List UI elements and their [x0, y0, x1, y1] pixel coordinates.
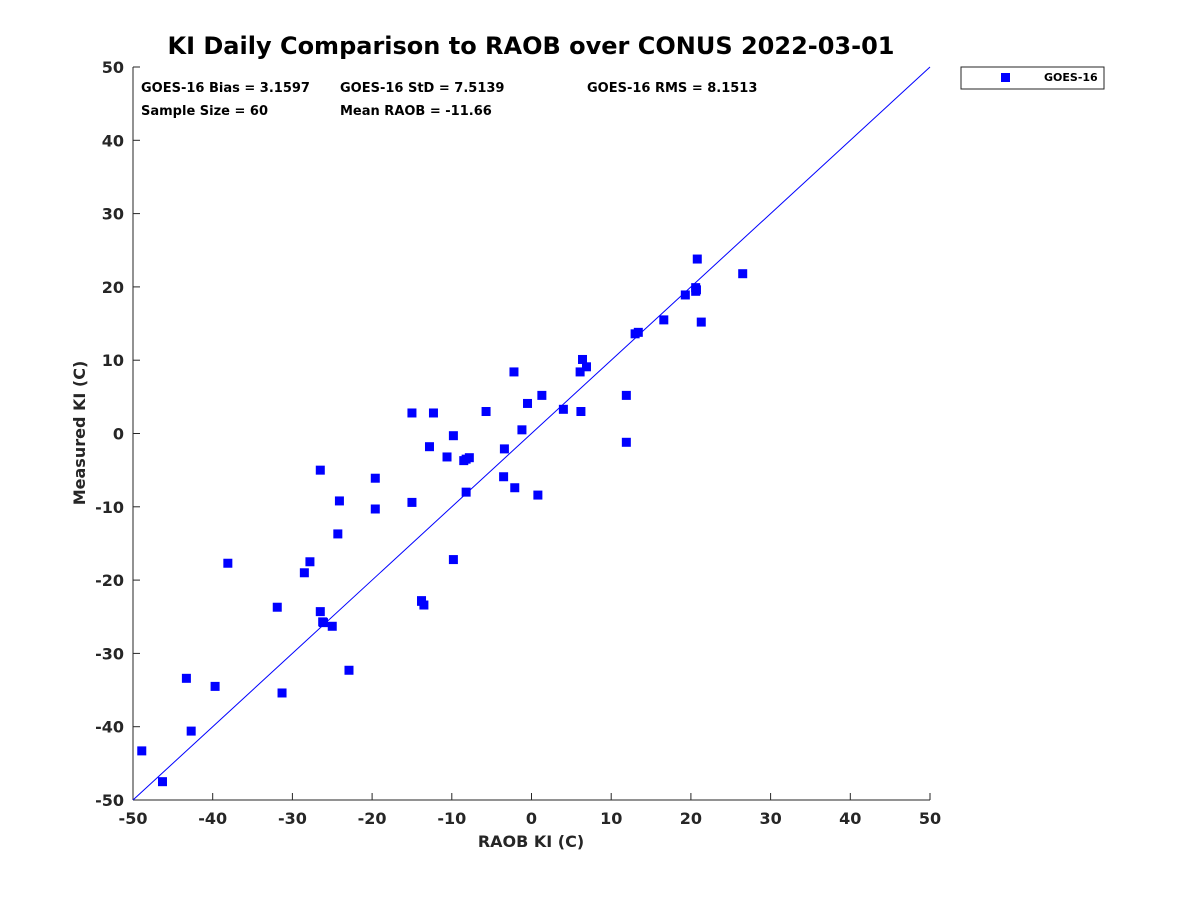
- x-tick-label: 50: [919, 809, 941, 828]
- data-point: [738, 269, 748, 279]
- legend-box: [960, 66, 1105, 90]
- data-point: [327, 621, 337, 631]
- y-tick-label: -40: [95, 718, 124, 737]
- data-point: [299, 568, 309, 578]
- stat-bias: GOES-16 Bias = 3.1597: [141, 81, 310, 96]
- data-point: [407, 497, 417, 507]
- stat-std: GOES-16 StD = 7.5139: [340, 81, 504, 96]
- y-tick-label: -10: [95, 498, 124, 517]
- x-axis-title: RAOB KI (C): [478, 832, 584, 851]
- y-ticks: 50 40 30 20 10 0 -10 -20 -30 -40 -50: [95, 58, 140, 810]
- data-point: [370, 504, 380, 514]
- x-tick-label: -10: [437, 809, 466, 828]
- data-point: [370, 473, 380, 483]
- chart-title: KI Daily Comparison to RAOB over CONUS 2…: [168, 32, 895, 60]
- data-point: [680, 290, 690, 300]
- legend: GOES-16: [960, 66, 1105, 90]
- data-point: [417, 596, 427, 606]
- y-tick-label: 20: [102, 278, 124, 297]
- data-point: [499, 444, 509, 454]
- data-point: [461, 454, 471, 464]
- data-point: [344, 665, 354, 675]
- data-point: [333, 529, 343, 539]
- data-point: [633, 327, 643, 337]
- data-point: [181, 673, 191, 683]
- data-point: [517, 425, 527, 435]
- data-point: [157, 777, 167, 787]
- data-point: [510, 483, 520, 493]
- data-point: [621, 437, 631, 447]
- y-tick-label: 40: [102, 131, 124, 150]
- data-point: [481, 407, 491, 417]
- stats-annotations: GOES-16 Bias = 3.1597 GOES-16 StD = 7.51…: [141, 81, 757, 119]
- data-point: [318, 617, 328, 627]
- data-point: [442, 452, 452, 462]
- x-tick-label: 30: [759, 809, 781, 828]
- stat-mean-raob: Mean RAOB = -11.66: [340, 104, 492, 119]
- legend-marker: [1001, 73, 1010, 82]
- y-tick-label: -50: [95, 791, 124, 810]
- data-point: [461, 487, 471, 497]
- one-to-one-reference-line: [132, 66, 931, 801]
- data-point: [272, 602, 282, 612]
- data-point: [581, 362, 591, 372]
- x-tick-label: 0: [526, 809, 537, 828]
- stat-sample-size: Sample Size = 60: [141, 104, 268, 119]
- y-tick-label: 30: [102, 205, 124, 224]
- y-tick-label: 0: [113, 425, 124, 444]
- data-point: [277, 688, 287, 698]
- data-point: [137, 746, 147, 756]
- data-point: [448, 555, 458, 565]
- y-axis-title: Measured KI (C): [70, 361, 89, 506]
- series-goes16-markers: [137, 254, 748, 787]
- data-point: [448, 431, 458, 441]
- y-tick-label: 10: [102, 351, 124, 370]
- data-point: [334, 496, 344, 506]
- data-point: [210, 681, 220, 691]
- x-tick-label: 20: [680, 809, 702, 828]
- x-tick-label: 10: [600, 809, 622, 828]
- stat-rms: GOES-16 RMS = 8.1513: [587, 81, 757, 96]
- data-point: [621, 390, 631, 400]
- data-point: [578, 354, 588, 364]
- data-point: [186, 726, 196, 736]
- data-point: [533, 490, 543, 500]
- y-tick-label: -30: [95, 644, 124, 663]
- x-tick-label: -20: [358, 809, 387, 828]
- data-point: [315, 607, 325, 617]
- data-point: [523, 398, 533, 408]
- x-tick-label: -30: [278, 809, 307, 828]
- data-point: [691, 285, 701, 295]
- x-tick-label: -50: [119, 809, 148, 828]
- data-point: [575, 367, 585, 377]
- data-point: [428, 408, 438, 418]
- x-tick-label: 40: [839, 809, 861, 828]
- data-point: [558, 404, 568, 414]
- x-ticks: -50 -40 -30 -20 -10 0 10 20 30 40 50: [119, 793, 941, 828]
- data-point: [696, 317, 706, 327]
- data-point: [692, 254, 702, 264]
- x-tick-label: -40: [198, 809, 227, 828]
- data-point: [537, 390, 547, 400]
- data-point: [509, 367, 519, 377]
- legend-label-goes16: GOES-16: [1044, 71, 1098, 84]
- y-tick-label: 50: [102, 58, 124, 77]
- data-point: [499, 472, 509, 482]
- data-point: [315, 465, 325, 475]
- data-point: [659, 315, 669, 325]
- data-point: [424, 442, 434, 452]
- data-point: [305, 557, 315, 567]
- data-point: [223, 558, 233, 568]
- y-tick-label: -20: [95, 571, 124, 590]
- data-point: [576, 407, 586, 417]
- data-point: [407, 408, 417, 418]
